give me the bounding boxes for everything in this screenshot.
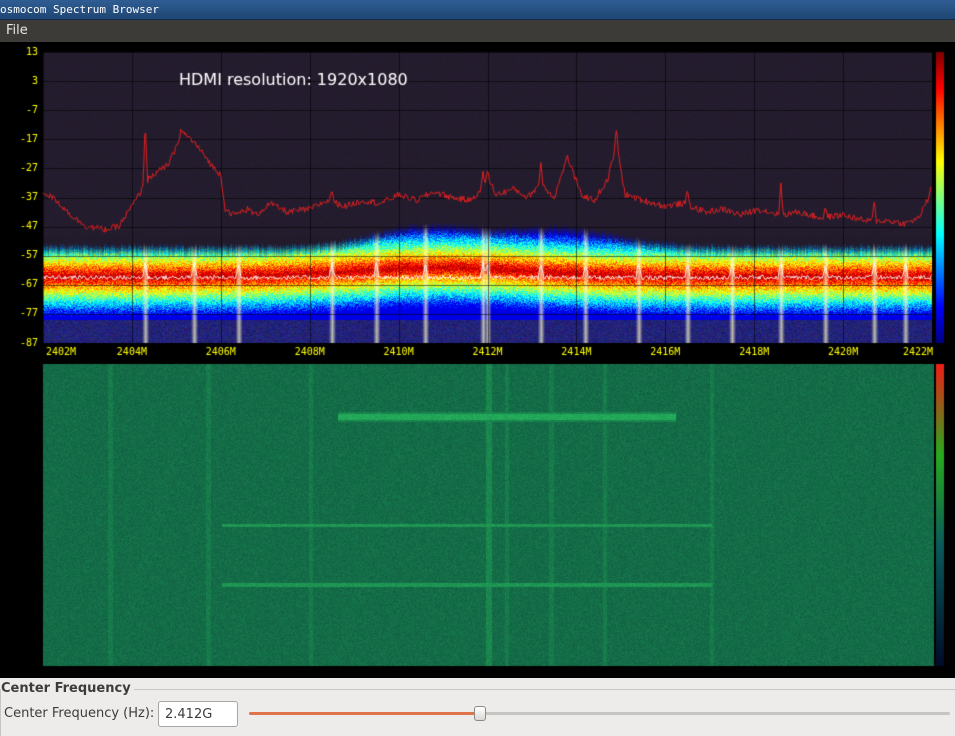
center-frequency-label: Center Frequency (Hz): xyxy=(4,706,155,721)
center-frequency-slider[interactable] xyxy=(249,706,950,722)
group-frame-edge xyxy=(0,689,1,736)
window-title: osmocom Spectrum Browser xyxy=(0,3,159,16)
window-titlebar: osmocom Spectrum Browser xyxy=(0,0,955,20)
center-frequency-input[interactable] xyxy=(158,701,238,727)
waterfall-plot[interactable] xyxy=(0,362,955,678)
menu-bar: File xyxy=(0,20,955,42)
plot-area xyxy=(0,42,955,678)
spectrum-plot[interactable] xyxy=(0,42,955,362)
center-frequency-group: Center Frequency Center Frequency (Hz): xyxy=(0,678,955,736)
slider-fill xyxy=(249,712,480,715)
group-divider xyxy=(134,689,955,690)
slider-handle[interactable] xyxy=(474,706,486,721)
group-title: Center Frequency xyxy=(1,681,131,696)
slider-groove xyxy=(249,712,950,715)
menu-file[interactable]: File xyxy=(6,23,28,38)
